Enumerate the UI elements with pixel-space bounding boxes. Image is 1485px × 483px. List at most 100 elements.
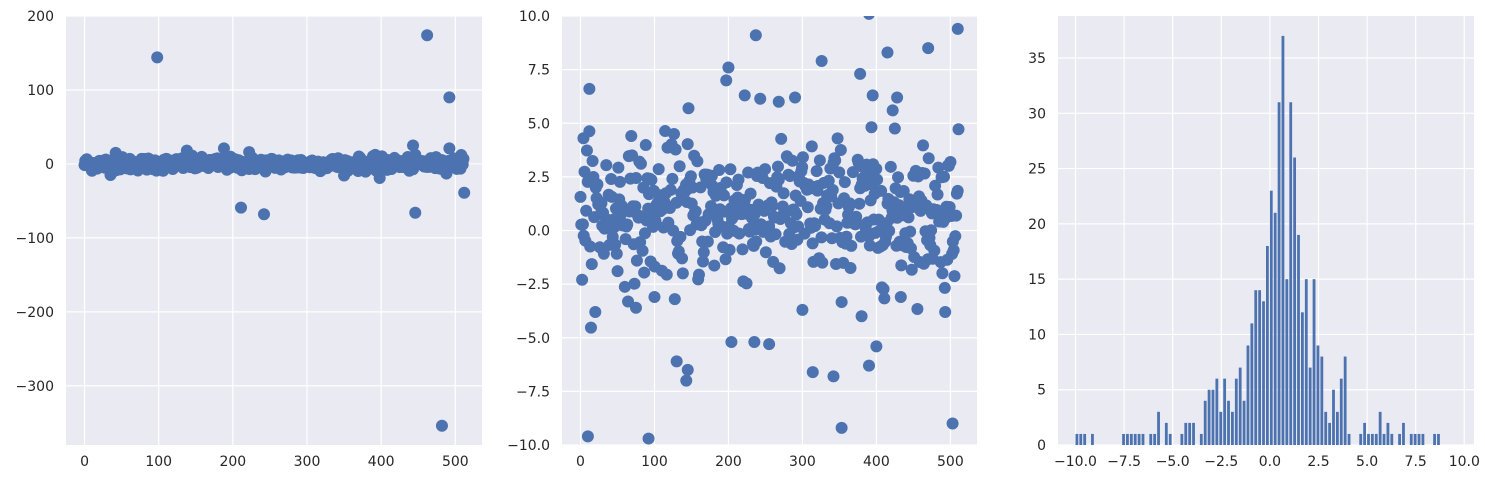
data-point bbox=[638, 266, 651, 279]
y-tick-label: 10 bbox=[1028, 327, 1046, 343]
data-point bbox=[854, 67, 867, 80]
data-point bbox=[443, 142, 456, 155]
data-point bbox=[789, 91, 802, 104]
data-point bbox=[744, 187, 757, 200]
data-point bbox=[846, 166, 859, 179]
data-point bbox=[951, 184, 964, 197]
data-point bbox=[845, 239, 858, 252]
histogram-bar bbox=[1153, 433, 1157, 445]
x-tick-label: 100 bbox=[641, 454, 668, 470]
data-point bbox=[878, 292, 891, 305]
x-tick-label: −7.5 bbox=[1107, 454, 1141, 470]
histogram-bar bbox=[1382, 433, 1386, 445]
y-tick-label: 2.5 bbox=[528, 170, 550, 186]
data-point bbox=[951, 22, 964, 35]
data-point bbox=[634, 157, 647, 170]
data-point bbox=[936, 267, 949, 280]
histogram-bar bbox=[1250, 323, 1254, 445]
data-point bbox=[577, 132, 590, 145]
x-tick-label: 300 bbox=[789, 454, 816, 470]
data-point bbox=[618, 280, 631, 293]
x-tick-label: 100 bbox=[145, 454, 172, 470]
y-tick-label: −10.0 bbox=[507, 438, 550, 454]
data-point bbox=[576, 273, 589, 286]
histogram-bar bbox=[1227, 400, 1230, 445]
data-point bbox=[681, 363, 694, 376]
histogram-bar bbox=[1238, 367, 1242, 445]
histogram-bar bbox=[1335, 411, 1339, 445]
histogram-bar bbox=[1320, 356, 1324, 445]
histogram-bar bbox=[1231, 411, 1234, 445]
data-point bbox=[373, 171, 386, 184]
data-point bbox=[806, 237, 819, 250]
histogram-bar bbox=[1269, 190, 1273, 445]
data-point bbox=[835, 296, 848, 309]
histogram-bar bbox=[1378, 411, 1382, 445]
data-point bbox=[725, 336, 738, 349]
histogram-bar bbox=[1304, 279, 1308, 445]
data-point bbox=[717, 189, 730, 202]
histogram-bar bbox=[1180, 433, 1184, 445]
data-point bbox=[870, 162, 883, 175]
data-point bbox=[630, 254, 643, 267]
data-point bbox=[609, 238, 622, 251]
data-point bbox=[597, 247, 610, 260]
data-point bbox=[455, 149, 468, 162]
data-point bbox=[853, 197, 866, 210]
histogram-bar bbox=[1273, 212, 1277, 445]
data-point bbox=[610, 247, 623, 260]
data-point bbox=[642, 432, 655, 445]
data-point bbox=[772, 173, 785, 186]
data-point bbox=[922, 42, 935, 55]
y-tick-label: −100 bbox=[16, 231, 54, 247]
histogram-bar bbox=[1370, 433, 1374, 445]
histogram-bar bbox=[1234, 378, 1238, 445]
histogram-bar bbox=[1328, 422, 1332, 445]
histogram-bar bbox=[1293, 157, 1297, 445]
data-point bbox=[826, 183, 839, 196]
data-point bbox=[689, 205, 702, 218]
histogram-bar bbox=[1409, 433, 1413, 445]
data-point bbox=[881, 46, 894, 59]
data-point bbox=[723, 243, 736, 256]
data-marks bbox=[78, 29, 471, 432]
data-point bbox=[750, 235, 763, 248]
x-tick-label: −2.5 bbox=[1204, 454, 1238, 470]
data-point bbox=[720, 74, 733, 87]
data-point bbox=[738, 89, 751, 102]
x-tick-label: 0 bbox=[576, 454, 585, 470]
data-point bbox=[813, 154, 826, 167]
histogram-bar bbox=[1203, 400, 1207, 445]
data-point bbox=[625, 129, 638, 142]
data-point bbox=[691, 155, 704, 168]
data-point bbox=[733, 227, 746, 240]
data-point bbox=[937, 170, 950, 183]
data-point bbox=[865, 121, 878, 134]
histogram-bar bbox=[1413, 433, 1417, 445]
data-point bbox=[722, 61, 735, 74]
data-point bbox=[458, 186, 471, 199]
data-point bbox=[589, 306, 602, 319]
x-tick-label: 500 bbox=[442, 454, 469, 470]
histogram-bar bbox=[1199, 433, 1203, 445]
data-point bbox=[736, 243, 749, 256]
histogram-bar bbox=[1433, 433, 1436, 445]
data-point bbox=[697, 255, 710, 268]
data-point bbox=[835, 421, 848, 434]
x-tick-label: −5.0 bbox=[1156, 454, 1190, 470]
data-point bbox=[943, 201, 956, 214]
data-point bbox=[759, 246, 772, 259]
data-point bbox=[407, 139, 420, 152]
data-point bbox=[838, 176, 851, 189]
data-point bbox=[180, 144, 193, 157]
data-point bbox=[769, 228, 782, 241]
data-point bbox=[630, 171, 643, 184]
data-point bbox=[827, 370, 840, 383]
data-point bbox=[766, 199, 779, 212]
data-point bbox=[584, 240, 597, 253]
data-point bbox=[810, 165, 823, 178]
data-point bbox=[815, 55, 828, 68]
data-point bbox=[670, 196, 683, 209]
data-point bbox=[949, 230, 962, 243]
